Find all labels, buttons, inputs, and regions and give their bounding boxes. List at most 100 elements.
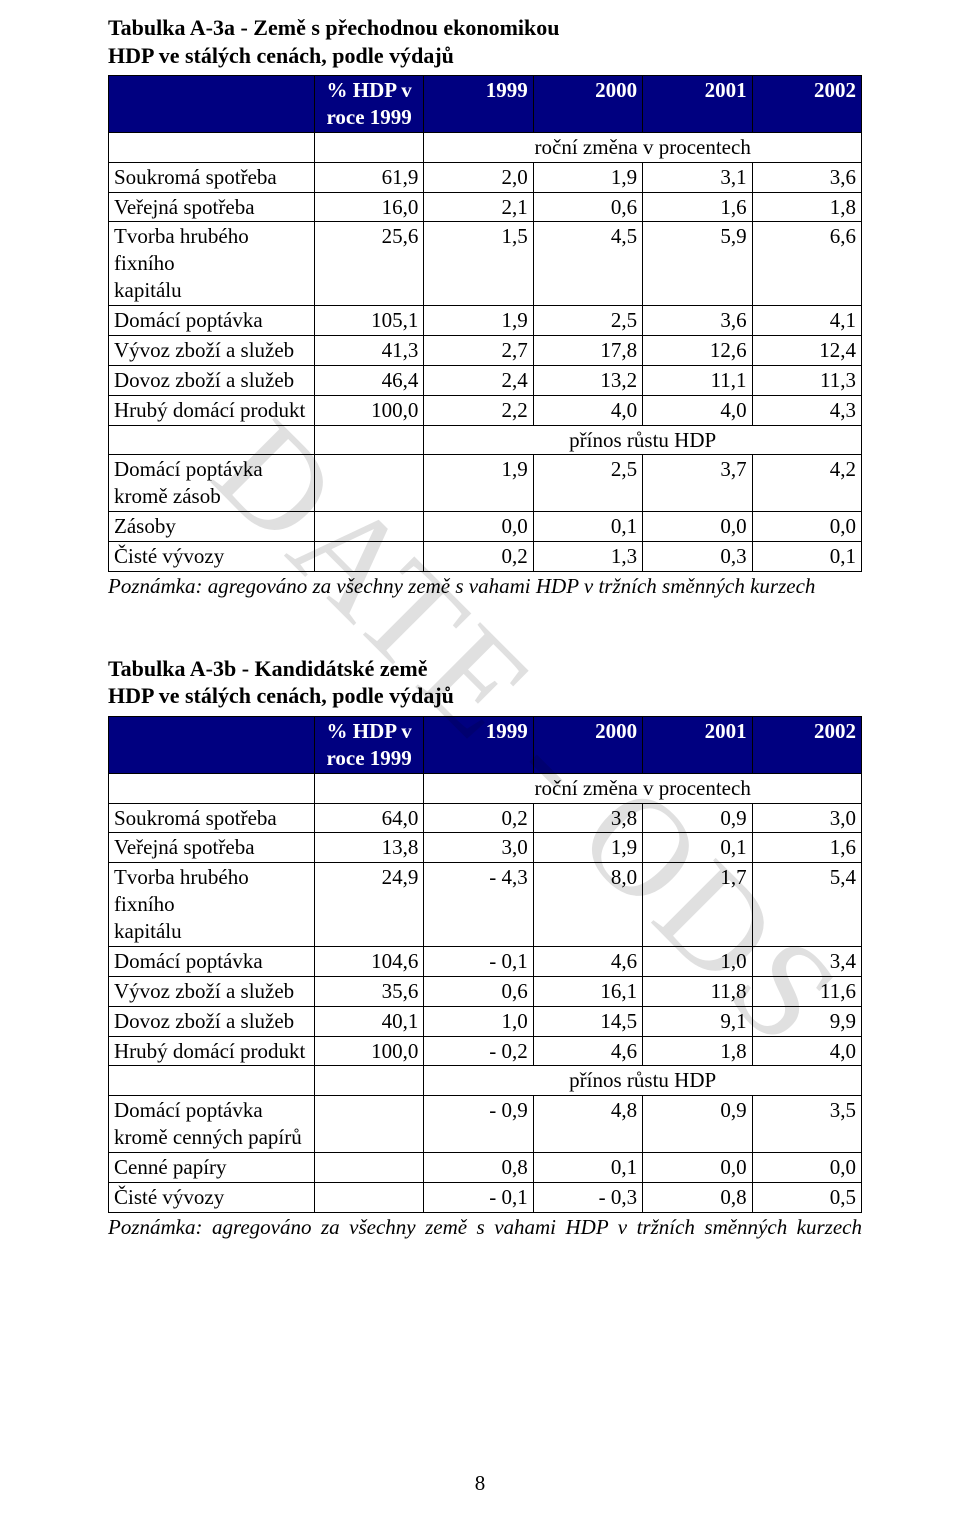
cell: 4,6 (533, 946, 642, 976)
row-label: Hrubý domácí produkt (109, 1036, 315, 1066)
cell: 11,6 (752, 976, 861, 1006)
table-row: Soukromá spotřeba 61,9 2,0 1,9 3,1 3,6 (109, 162, 862, 192)
table-a-midheader-row: přínos růstu HDP (109, 425, 862, 455)
table-b-subheader: roční změna v procentech (424, 773, 862, 803)
cell: 0,3 (643, 542, 752, 572)
cell: 35,6 (314, 976, 423, 1006)
table-a-year-2002: 2002 (752, 76, 861, 133)
cell: 0,5 (752, 1182, 861, 1212)
cell: - 0,1 (424, 1182, 533, 1212)
cell: - 0,1 (424, 946, 533, 976)
row-label-l1: Tvorba hrubého fixního (114, 224, 249, 275)
table-row: Domácí poptávka kromě cenných papírů - 0… (109, 1096, 862, 1153)
header-pct-l2: roce 1999 (326, 746, 411, 770)
table-row: Hrubý domácí produkt 100,0 2,2 4,0 4,0 4… (109, 395, 862, 425)
table-b-title-line1: Tabulka A-3b - Kandidátské země (108, 656, 427, 681)
cell: 0,0 (643, 1153, 752, 1183)
table-row: Domácí poptávka 105,1 1,9 2,5 3,6 4,1 (109, 306, 862, 336)
cell: 3,5 (752, 1096, 861, 1153)
row-label-l1: Domácí poptávka (114, 1098, 263, 1122)
cell: 1,6 (752, 833, 861, 863)
row-label: Veřejná spotřeba (109, 192, 315, 222)
cell: 105,1 (314, 306, 423, 336)
cell-blank (109, 773, 315, 803)
table-a-year-2000: 2000 (533, 76, 642, 133)
table-row: Veřejná spotřeba 13,8 3,0 1,9 0,1 1,6 (109, 833, 862, 863)
row-label-l1: Tvorba hrubého fixního (114, 865, 249, 916)
cell: 0,8 (643, 1182, 752, 1212)
table-a-year-1999: 1999 (424, 76, 533, 133)
cell: 12,4 (752, 335, 861, 365)
cell: 41,3 (314, 335, 423, 365)
table-b-year-2000: 2000 (533, 716, 642, 773)
row-label: Vývoz zboží a služeb (109, 976, 315, 1006)
cell: 61,9 (314, 162, 423, 192)
cell: 4,3 (752, 395, 861, 425)
table-b-midheader-row: přínos růstu HDP (109, 1066, 862, 1096)
cell: 1,5 (424, 222, 533, 306)
row-label-l2: kapitálu (114, 278, 182, 302)
cell-blank (314, 425, 423, 455)
row-label: Cenné papíry (109, 1153, 315, 1183)
header-pct-l2: roce 1999 (326, 105, 411, 129)
table-b: % HDP v roce 1999 1999 2000 2001 2002 ro… (108, 716, 862, 1213)
cell: 40,1 (314, 1006, 423, 1036)
cell: 11,1 (643, 365, 752, 395)
cell: 11,3 (752, 365, 861, 395)
row-label: Soukromá spotřeba (109, 803, 315, 833)
cell: 4,0 (752, 1036, 861, 1066)
row-label-l2: kromě cenných papírů (114, 1125, 302, 1149)
row-label: Čisté vývozy (109, 1182, 315, 1212)
table-b-note: Poznámka: agregováno za všechny země s v… (108, 1215, 862, 1240)
table-a-midheader: přínos růstu HDP (424, 425, 862, 455)
cell: 0,0 (424, 512, 533, 542)
cell: - 0,3 (533, 1182, 642, 1212)
cell: 2,7 (424, 335, 533, 365)
row-label-l1: Domácí poptávka (114, 457, 263, 481)
cell-blank (109, 132, 315, 162)
cell: 3,0 (752, 803, 861, 833)
table-b-header-pct: % HDP v roce 1999 (314, 716, 423, 773)
table-row: Vývoz zboží a služeb 41,3 2,7 17,8 12,6 … (109, 335, 862, 365)
row-label: Vývoz zboží a služeb (109, 335, 315, 365)
table-b-title-line2: HDP ve stálých cenách, podle výdajů (108, 683, 454, 708)
cell: 24,9 (314, 863, 423, 947)
cell (314, 512, 423, 542)
cell: 0,8 (424, 1153, 533, 1183)
cell: 64,0 (314, 803, 423, 833)
cell: 16,1 (533, 976, 642, 1006)
cell: 1,9 (424, 306, 533, 336)
row-label: Domácí poptávka (109, 946, 315, 976)
cell (314, 1182, 423, 1212)
table-b-midheader: přínos růstu HDP (424, 1066, 862, 1096)
cell: 4,6 (533, 1036, 642, 1066)
cell: 4,8 (533, 1096, 642, 1153)
cell: 3,6 (643, 306, 752, 336)
cell: - 0,2 (424, 1036, 533, 1066)
cell: 1,6 (643, 192, 752, 222)
cell: 17,8 (533, 335, 642, 365)
cell: 100,0 (314, 395, 423, 425)
cell: 2,5 (533, 455, 642, 512)
table-row: Soukromá spotřeba 64,0 0,2 3,8 0,9 3,0 (109, 803, 862, 833)
table-a-header-blank (109, 76, 315, 133)
cell: 5,4 (752, 863, 861, 947)
cell-blank (314, 132, 423, 162)
table-row: Veřejná spotřeba 16,0 2,1 0,6 1,6 1,8 (109, 192, 862, 222)
table-b-year-1999: 1999 (424, 716, 533, 773)
table-a-note: Poznámka: agregováno za všechny země s v… (108, 574, 862, 599)
row-label: Tvorba hrubého fixního kapitálu (109, 222, 315, 306)
cell: 14,5 (533, 1006, 642, 1036)
row-label: Domácí poptávka kromě zásob (109, 455, 315, 512)
cell: 0,0 (752, 512, 861, 542)
table-row: Zásoby 0,0 0,1 0,0 0,0 (109, 512, 862, 542)
table-b-title: Tabulka A-3b - Kandidátské země HDP ve s… (108, 655, 862, 710)
cell: 2,4 (424, 365, 533, 395)
cell: 9,1 (643, 1006, 752, 1036)
cell: 46,4 (314, 365, 423, 395)
cell: 3,8 (533, 803, 642, 833)
table-row: Čisté vývozy - 0,1 - 0,3 0,8 0,5 (109, 1182, 862, 1212)
cell: 0,0 (752, 1153, 861, 1183)
cell: 1,9 (424, 455, 533, 512)
row-label-l2: kapitálu (114, 919, 182, 943)
